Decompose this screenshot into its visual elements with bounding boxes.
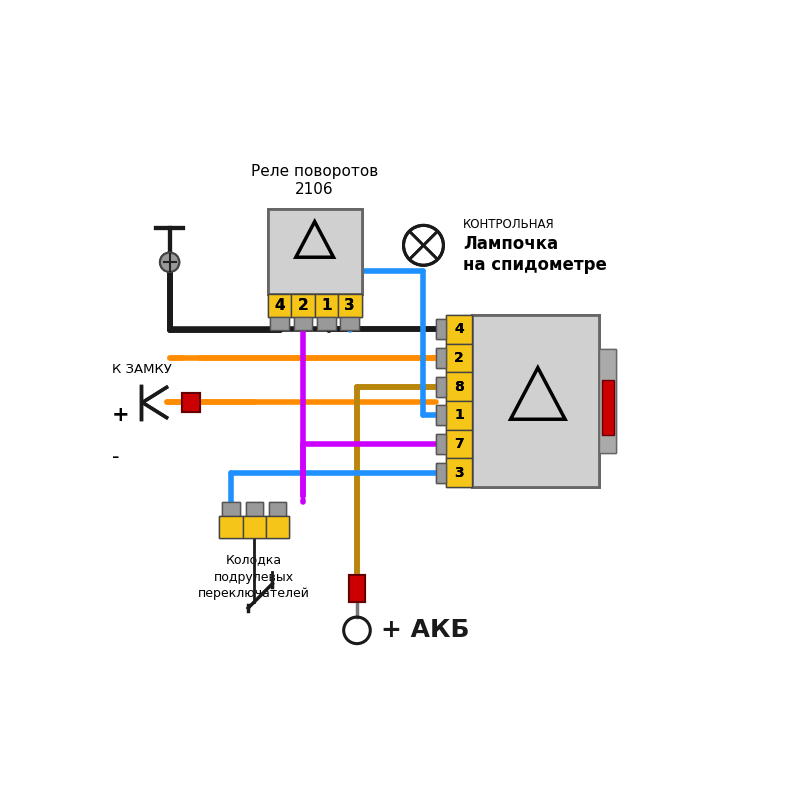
Bar [447, 458, 472, 487]
Bar [447, 372, 472, 401]
Bar [599, 349, 615, 453]
Bar [447, 315, 472, 344]
Text: 4: 4 [274, 298, 285, 312]
Bar [447, 401, 472, 429]
Text: 4: 4 [274, 298, 285, 312]
Bar [436, 377, 447, 396]
Text: 3: 3 [345, 298, 355, 312]
Bar [246, 502, 263, 516]
Text: 4: 4 [455, 322, 464, 336]
Text: 3: 3 [455, 466, 464, 480]
Text: +: + [112, 404, 130, 425]
Bar [338, 294, 362, 316]
Text: 1: 1 [455, 408, 464, 422]
Text: 3: 3 [345, 298, 355, 312]
Bar [268, 294, 291, 316]
Bar [268, 502, 286, 516]
Text: 2: 2 [455, 351, 464, 365]
Bar [266, 516, 289, 539]
Bar [315, 294, 338, 316]
Bar [447, 344, 472, 372]
Text: + АКБ: + АКБ [382, 619, 469, 642]
Bar [220, 516, 243, 539]
Text: 8: 8 [455, 380, 464, 393]
Bar [294, 316, 312, 330]
Bar [472, 315, 599, 487]
Bar [447, 458, 472, 487]
Text: 2: 2 [298, 298, 309, 312]
Bar [243, 516, 266, 539]
Bar [436, 348, 447, 368]
Bar [436, 377, 447, 396]
Text: КОНТРОЛЬНАЯ: КОНТРОЛЬНАЯ [463, 217, 554, 231]
Bar [447, 429, 472, 458]
Bar [447, 401, 472, 429]
Bar [338, 294, 362, 316]
Bar [341, 316, 360, 330]
Bar [270, 316, 289, 330]
Bar [291, 294, 315, 316]
Bar [349, 575, 365, 602]
Bar [436, 434, 447, 454]
Bar [222, 502, 239, 516]
Bar [246, 502, 263, 516]
Bar [447, 429, 472, 458]
Bar [599, 349, 615, 453]
Bar [436, 319, 447, 339]
Bar [181, 393, 200, 411]
Bar [436, 434, 447, 454]
Text: 2: 2 [298, 298, 309, 312]
Bar [294, 316, 312, 330]
Bar [436, 462, 447, 483]
Text: Колодка: Колодка [226, 553, 283, 567]
Bar [268, 209, 362, 294]
Bar [181, 393, 200, 411]
Text: 2106: 2106 [295, 182, 334, 197]
Bar [270, 316, 289, 330]
Bar [602, 380, 614, 436]
Text: 1: 1 [321, 298, 331, 312]
Bar [602, 380, 614, 436]
Bar [268, 294, 291, 316]
Bar [317, 316, 336, 330]
Bar [315, 294, 338, 316]
Bar [447, 315, 472, 344]
Text: на спидометре: на спидометре [463, 256, 607, 274]
Text: 4: 4 [455, 322, 464, 336]
Bar [220, 516, 243, 539]
Text: 7: 7 [455, 437, 464, 451]
Bar [291, 294, 315, 316]
Bar [472, 315, 599, 487]
Bar [341, 316, 360, 330]
Bar [349, 575, 365, 602]
Circle shape [160, 253, 179, 272]
Bar [447, 344, 472, 372]
Text: подрулевых: подрулевых [214, 571, 294, 583]
Text: -: - [112, 447, 119, 467]
Text: 1: 1 [455, 408, 464, 422]
Circle shape [160, 253, 179, 272]
Bar [447, 372, 472, 401]
Bar [268, 209, 362, 294]
Bar [436, 462, 447, 483]
Text: 7: 7 [455, 437, 464, 451]
Text: 2: 2 [455, 351, 464, 365]
Text: 1: 1 [321, 298, 331, 312]
Bar [436, 348, 447, 368]
Text: К ЗАМКУ: К ЗАМКУ [112, 363, 172, 376]
Bar [436, 405, 447, 425]
Bar [268, 502, 286, 516]
Text: 3: 3 [455, 466, 464, 480]
Text: Лампочка: Лампочка [463, 235, 558, 253]
Text: 8: 8 [455, 380, 464, 393]
Bar [436, 405, 447, 425]
Bar [243, 516, 266, 539]
Text: переключателей: переключателей [199, 587, 310, 601]
Text: Реле поворотов: Реле поворотов [251, 164, 378, 179]
Bar [266, 516, 289, 539]
Bar [222, 502, 239, 516]
Bar [436, 319, 447, 339]
Bar [317, 316, 336, 330]
